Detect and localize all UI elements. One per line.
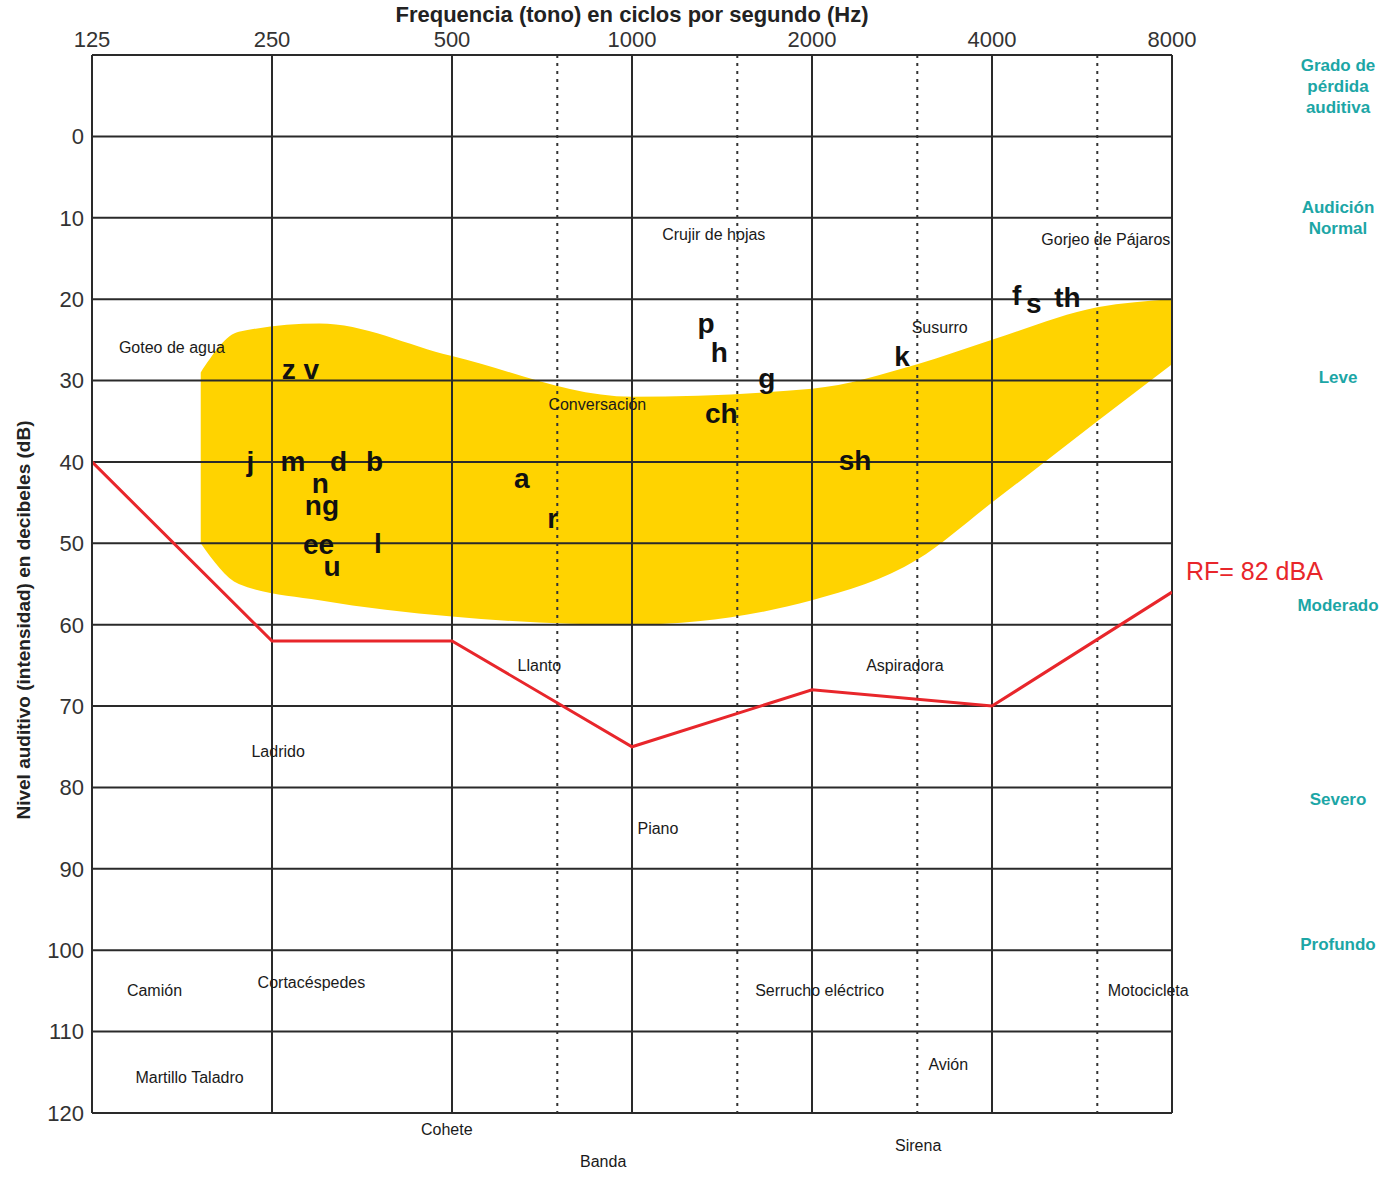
html-text:Audición Normal: Audición Normal xyxy=(1301,198,1375,238)
html-text:Frequencia (tono) en ciclos po: Frequencia (tono) en ciclos por segundo … xyxy=(395,2,869,27)
svg-text:d: d xyxy=(330,446,347,477)
svg-text:250: 250 xyxy=(254,27,291,52)
svg-text:Susurro: Susurro xyxy=(912,319,968,336)
svg-text:g: g xyxy=(758,363,775,394)
svg-text:10: 10 xyxy=(60,206,84,231)
svg-text:Ladrido: Ladrido xyxy=(251,743,304,760)
svg-text:110: 110 xyxy=(49,1019,84,1044)
svg-text:30: 30 xyxy=(60,368,84,393)
html-text:RF= 82 dBA: RF= 82 dBA xyxy=(1186,557,1323,585)
svg-text:8000: 8000 xyxy=(1148,27,1197,52)
svg-text:a: a xyxy=(514,463,530,494)
svg-text:Cortacéspedes: Cortacéspedes xyxy=(258,974,366,991)
svg-text:Banda: Banda xyxy=(580,1153,626,1170)
svg-text:120: 120 xyxy=(47,1101,84,1126)
svg-text:90: 90 xyxy=(60,857,84,882)
svg-text:ch: ch xyxy=(705,398,738,429)
svg-text:Piano: Piano xyxy=(637,820,678,837)
svg-text:Martillo Taladro: Martillo Taladro xyxy=(135,1069,243,1086)
svg-text:f: f xyxy=(1012,280,1022,311)
svg-text:h: h xyxy=(711,337,728,368)
svg-text:80: 80 xyxy=(60,775,84,800)
svg-text:s: s xyxy=(1026,288,1042,319)
svg-text:40: 40 xyxy=(60,450,84,475)
svg-text:Sirena: Sirena xyxy=(895,1137,941,1154)
svg-text:m: m xyxy=(280,446,305,477)
svg-text:500: 500 xyxy=(434,27,471,52)
svg-text:20: 20 xyxy=(60,287,84,312)
svg-text:50: 50 xyxy=(60,531,84,556)
svg-text:Cohete: Cohete xyxy=(421,1121,473,1138)
svg-text:4000: 4000 xyxy=(968,27,1017,52)
svg-text:p: p xyxy=(698,308,715,339)
html-text:Grado de pérdida auditiva: Grado de pérdida auditiva xyxy=(1300,56,1376,117)
svg-text:1000: 1000 xyxy=(608,27,657,52)
svg-text:l: l xyxy=(374,528,382,559)
svg-text:Serrucho eléctrico: Serrucho eléctrico xyxy=(755,982,884,999)
svg-text:k: k xyxy=(894,341,910,372)
svg-text:r: r xyxy=(547,503,558,534)
svg-text:125: 125 xyxy=(74,27,111,52)
svg-text:Gorjeo de Pájaros: Gorjeo de Pájaros xyxy=(1041,231,1170,248)
svg-text:2000: 2000 xyxy=(788,27,837,52)
svg-text:Crujir de hojas: Crujir de hojas xyxy=(662,226,765,243)
svg-text:100: 100 xyxy=(47,938,84,963)
html-text:Leve: Leve xyxy=(1318,368,1358,387)
svg-text:Avión: Avión xyxy=(928,1056,968,1073)
svg-text:70: 70 xyxy=(60,694,84,719)
svg-text:Conversación: Conversación xyxy=(548,396,646,413)
svg-text:Llanto: Llanto xyxy=(518,657,562,674)
svg-text:ng: ng xyxy=(305,490,339,521)
svg-text:b: b xyxy=(366,446,383,477)
svg-text:n: n xyxy=(311,467,329,499)
svg-text:ee: ee xyxy=(302,529,335,561)
svg-text:z v: z v xyxy=(282,354,320,385)
svg-text:u: u xyxy=(323,551,340,582)
svg-text:0: 0 xyxy=(72,124,84,149)
svg-text:th: th xyxy=(1054,282,1080,313)
html-text:Profundo: Profundo xyxy=(1300,935,1376,954)
svg-text:Aspiradora: Aspiradora xyxy=(866,657,943,674)
svg-text:sh: sh xyxy=(839,445,872,476)
html-text:Moderado: Moderado xyxy=(1297,596,1379,615)
html-text:Nivel auditivo (intensidad) en: Nivel auditivo (intensidad) en decibeles… xyxy=(13,420,34,820)
svg-text:j: j xyxy=(245,446,254,477)
svg-text:60: 60 xyxy=(60,613,84,638)
html-text:Severo: Severo xyxy=(1309,790,1367,809)
svg-text:Goteo de agua: Goteo de agua xyxy=(119,339,225,356)
svg-text:Camión: Camión xyxy=(127,982,182,999)
svg-text:Motocicleta: Motocicleta xyxy=(1108,982,1189,999)
